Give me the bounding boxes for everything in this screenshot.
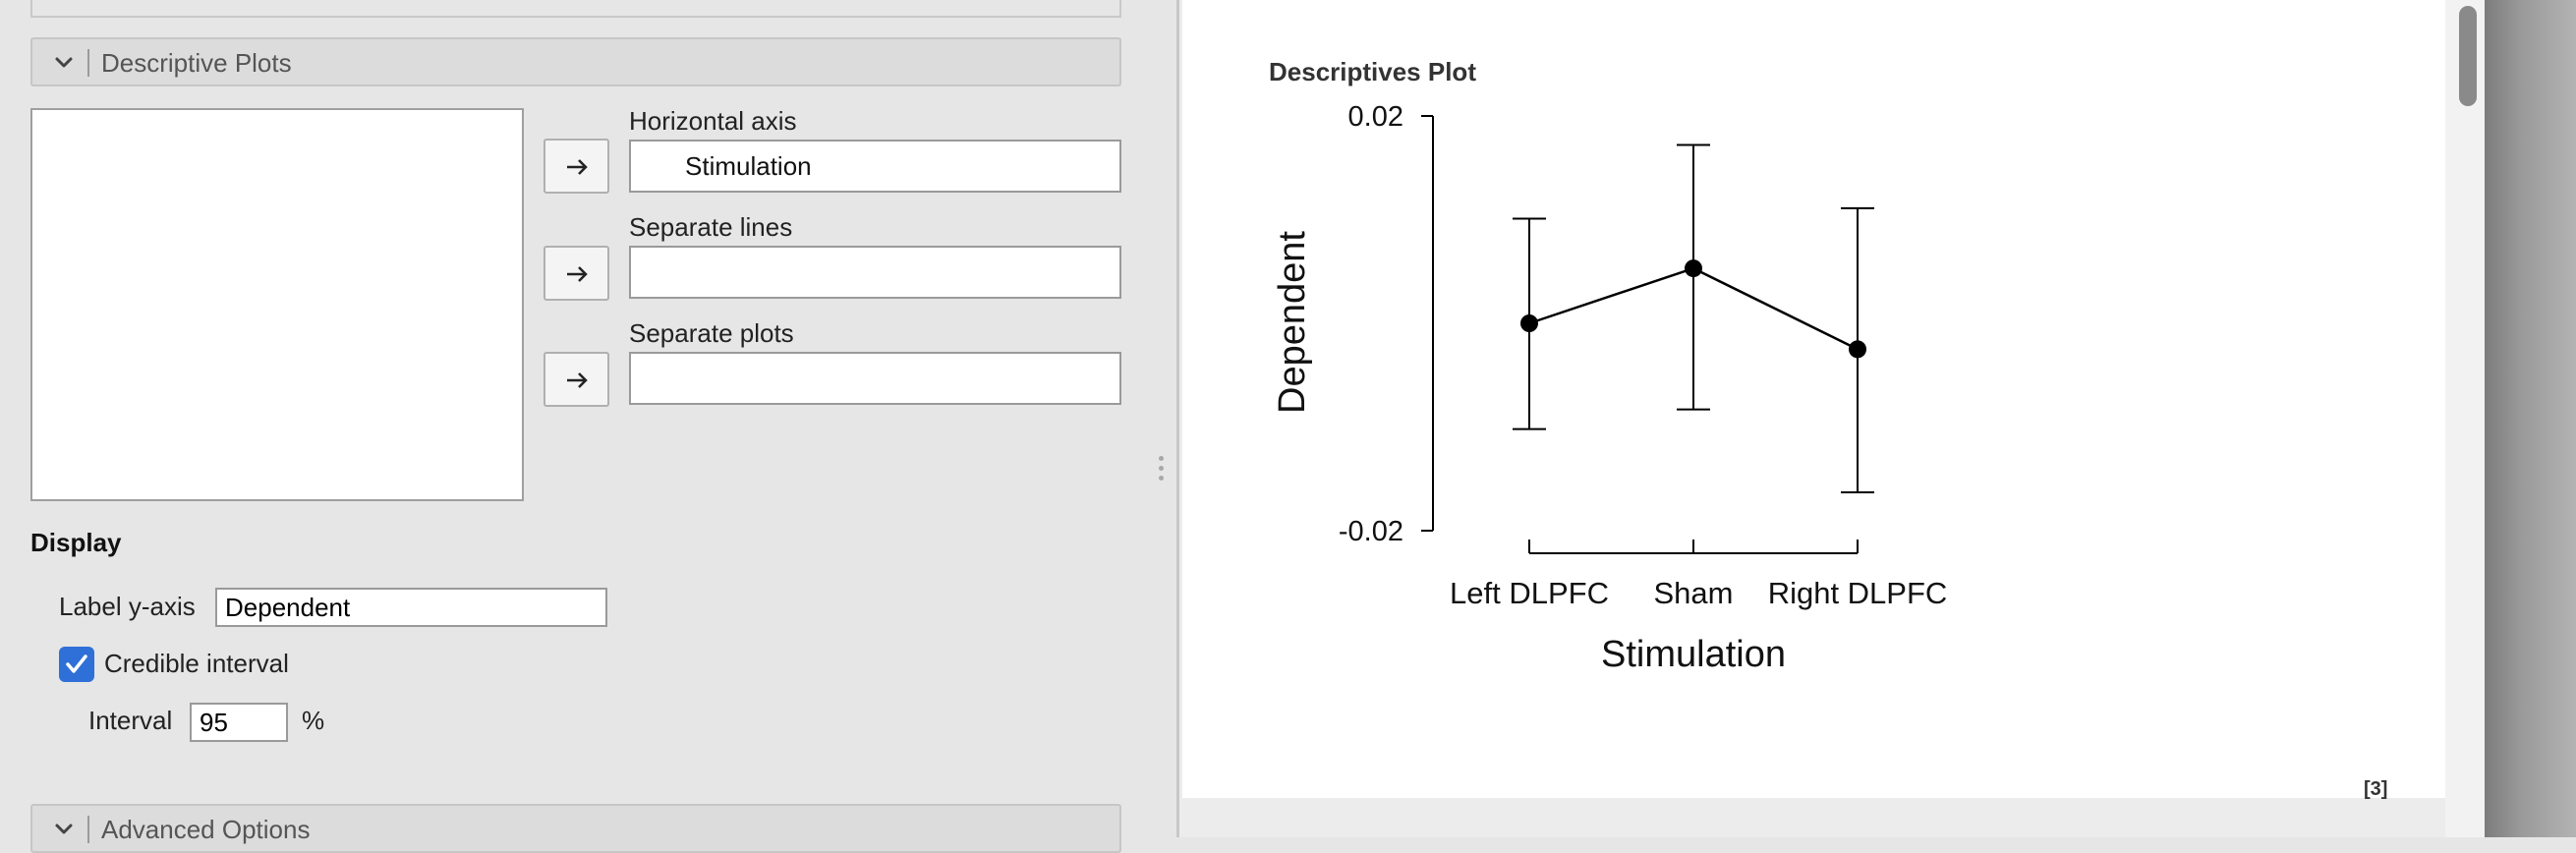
scrollbar[interactable] [2445,0,2485,837]
data-point [1685,259,1702,278]
available-variables-list[interactable] [30,108,524,501]
header-separator [87,816,89,843]
label-y-axis-input[interactable] [215,588,607,627]
previous-section-edge [30,0,1121,18]
data-point [1520,314,1538,332]
horizontal-axis-label: Horizontal axis [629,106,797,136]
results-pane-border [1176,0,1179,837]
chevron-down-icon [55,824,73,834]
scrollbar-thumb[interactable] [2459,6,2477,106]
advanced-options-title: Advanced Options [101,815,311,844]
x-axis-title: Stimulation [1601,634,1786,675]
x-tick-label: Sham [1654,576,1734,610]
interval-input[interactable] [190,703,288,742]
data-point [1849,340,1866,359]
analysis-options-panel: Descriptive Plots Horizontal axis Stimul… [0,0,1145,853]
display-section-title: Display [30,528,122,557]
plot-title: Descriptives Plot [1269,57,1476,86]
separate-lines-label: Separate lines [629,212,793,242]
splitter-grip [1159,456,1164,461]
arrow-right-icon [567,372,588,388]
y-tick-label: -0.02 [1339,516,1403,547]
credible-interval-checkbox[interactable] [59,647,94,682]
y-tick-label: 0.02 [1348,101,1403,133]
descriptive-plots-title: Descriptive Plots [101,48,292,78]
label-y-axis-label: Label y-axis [59,592,196,621]
assign-horizontal-axis-button[interactable] [544,139,609,194]
output-page [1182,0,2445,798]
advanced-options-header[interactable]: Advanced Options [30,804,1121,853]
x-tick-label: Left DLPFC [1450,576,1609,610]
splitter-grip [1159,476,1164,481]
credible-interval-label: Credible interval [104,649,289,678]
arrow-right-icon [567,266,588,282]
horizontal-axis-item[interactable]: Stimulation [685,151,812,181]
separate-lines-box[interactable] [629,246,1121,299]
descriptives-plot: 0.02 -0.02 Left DLPFC Sham Right DLPFC Stimul… [1272,101,1948,675]
descriptive-plots-header[interactable]: Descriptive Plots [30,37,1121,86]
pane-splitter[interactable] [1145,0,1176,837]
reference-marker: [3] [2364,778,2388,800]
window-edge [2485,0,2576,837]
chevron-down-icon [55,57,73,68]
x-tick-label: Right DLPFC [1768,576,1948,610]
header-separator [87,49,89,77]
y-axis-title: Dependent [1272,231,1313,414]
checkmark-icon [66,654,87,673]
assign-separate-lines-button[interactable] [544,246,609,301]
interval-label: Interval [88,706,173,735]
assign-separate-plots-button[interactable] [544,352,609,407]
separate-plots-box[interactable] [629,352,1121,405]
interval-unit: % [302,706,325,735]
arrow-right-icon [567,159,588,175]
horizontal-axis-box[interactable]: Stimulation [629,140,1121,193]
splitter-grip [1159,466,1164,471]
separate-plots-label: Separate plots [629,318,794,348]
